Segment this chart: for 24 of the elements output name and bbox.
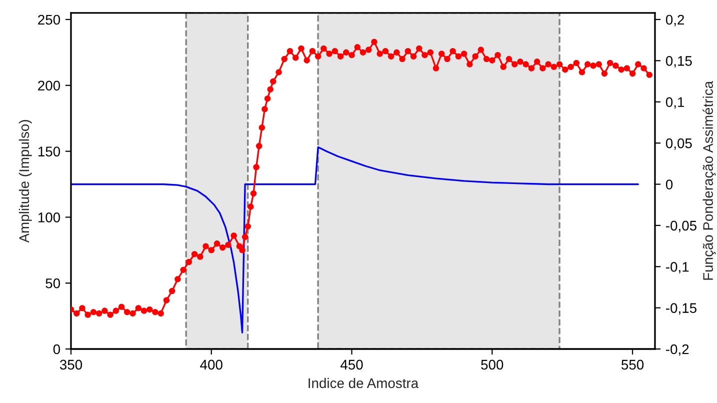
y-tick-label: 200	[38, 80, 60, 91]
y-tick-label: 50	[46, 278, 60, 288]
y2-tick-label: 0,2	[666, 14, 684, 26]
x-axis-title: Indice de Amostra	[308, 378, 419, 388]
x-tick-label: 400	[200, 360, 222, 370]
y-tick-label: 250	[38, 14, 60, 25]
y2-tick-label: 0,1	[666, 97, 684, 109]
y2-tick-label: -0,05	[666, 220, 696, 232]
line-series	[70, 146, 639, 334]
x-tick-label: 550	[621, 360, 644, 370]
y2-tick-label: -0,1	[666, 262, 689, 274]
y2-tick-label: 0,05	[666, 138, 692, 150]
y2-tick-label: -0,15	[666, 303, 696, 315]
y-axis-title: Amplitude (Impulso)	[18, 120, 32, 243]
y-tick-label: 100	[38, 212, 60, 222]
y2-tick-label: -0,2	[666, 344, 689, 356]
y-tick-label: 0	[53, 344, 60, 354]
y-tick-label: 150	[38, 146, 60, 156]
x-tick-label: 500	[481, 360, 504, 370]
x-tick-label: 350	[60, 360, 82, 370]
y2-tick-label: 0	[666, 180, 673, 190]
y2-tick-label: 0,15	[666, 56, 692, 68]
y2-axis-title: Função Ponderação Assimétrica	[702, 80, 716, 280]
x-tick-label: 450	[340, 360, 363, 370]
